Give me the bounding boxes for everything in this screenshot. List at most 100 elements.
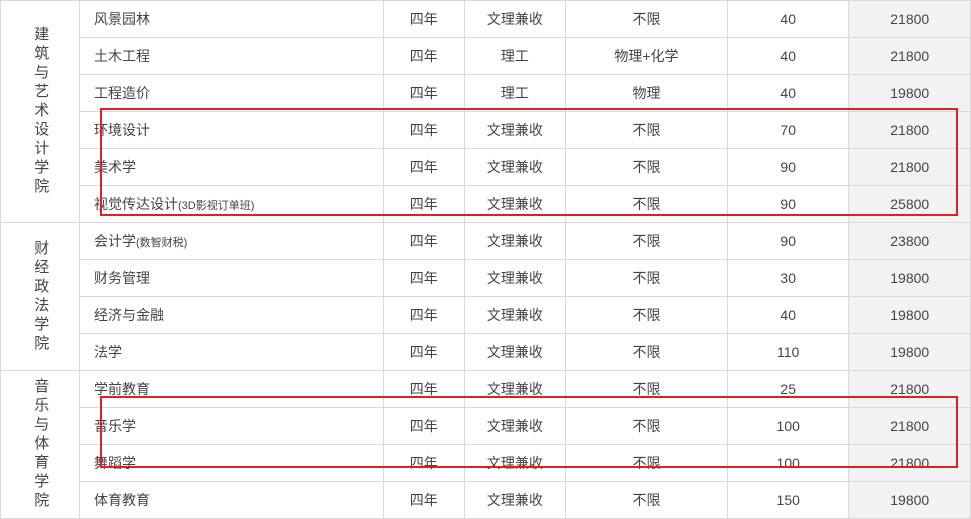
duration-cell: 四年 bbox=[383, 371, 464, 408]
major-cell: 会计学(数智财税) bbox=[79, 223, 383, 260]
major-name: 会计学 bbox=[94, 233, 136, 249]
table-row: 土木工程四年理工物理+化学4021800 bbox=[1, 38, 971, 75]
major-name: 法学 bbox=[94, 344, 122, 360]
category-cell: 文理兼收 bbox=[464, 1, 565, 38]
table-row: 财务管理四年文理兼收不限3019800 bbox=[1, 260, 971, 297]
quota-cell: 25 bbox=[727, 371, 849, 408]
duration-cell: 四年 bbox=[383, 445, 464, 482]
requirement-cell: 不限 bbox=[565, 445, 727, 482]
quota-cell: 100 bbox=[727, 408, 849, 445]
duration-cell: 四年 bbox=[383, 334, 464, 371]
requirement-cell: 不限 bbox=[565, 482, 727, 519]
major-subname: (3D影视订单班) bbox=[178, 200, 254, 212]
category-cell: 文理兼收 bbox=[464, 223, 565, 260]
quota-cell: 100 bbox=[727, 445, 849, 482]
duration-cell: 四年 bbox=[383, 223, 464, 260]
fee-cell: 19800 bbox=[849, 334, 971, 371]
duration-cell: 四年 bbox=[383, 149, 464, 186]
major-cell: 财务管理 bbox=[79, 260, 383, 297]
major-cell: 音乐学 bbox=[79, 408, 383, 445]
major-cell: 视觉传达设计(3D影视订单班) bbox=[79, 186, 383, 223]
quota-cell: 40 bbox=[727, 297, 849, 334]
quota-cell: 90 bbox=[727, 149, 849, 186]
major-cell: 学前教育 bbox=[79, 371, 383, 408]
duration-cell: 四年 bbox=[383, 1, 464, 38]
table-row: 音乐与体育学院学前教育四年文理兼收不限2521800 bbox=[1, 371, 971, 408]
category-cell: 文理兼收 bbox=[464, 408, 565, 445]
fee-cell: 21800 bbox=[849, 112, 971, 149]
requirement-cell: 不限 bbox=[565, 408, 727, 445]
major-name: 风景园林 bbox=[94, 11, 150, 27]
major-name: 舞蹈学 bbox=[94, 455, 136, 471]
major-cell: 风景园林 bbox=[79, 1, 383, 38]
department-cell: 财经政法学院 bbox=[1, 223, 80, 371]
category-cell: 文理兼收 bbox=[464, 334, 565, 371]
table-row: 建筑与艺术设计学院风景园林四年文理兼收不限4021800 bbox=[1, 1, 971, 38]
major-name: 财务管理 bbox=[94, 270, 150, 286]
category-cell: 文理兼收 bbox=[464, 445, 565, 482]
department-name: 音乐与体育学院 bbox=[29, 378, 52, 511]
quota-cell: 90 bbox=[727, 223, 849, 260]
major-cell: 美术学 bbox=[79, 149, 383, 186]
quota-cell: 90 bbox=[727, 186, 849, 223]
fee-cell: 19800 bbox=[849, 260, 971, 297]
category-cell: 文理兼收 bbox=[464, 482, 565, 519]
department-cell: 音乐与体育学院 bbox=[1, 371, 80, 519]
table-row: 舞蹈学四年文理兼收不限10021800 bbox=[1, 445, 971, 482]
fee-cell: 19800 bbox=[849, 75, 971, 112]
category-cell: 文理兼收 bbox=[464, 112, 565, 149]
table-row: 环境设计四年文理兼收不限7021800 bbox=[1, 112, 971, 149]
category-cell: 文理兼收 bbox=[464, 186, 565, 223]
department-name: 财经政法学院 bbox=[29, 240, 52, 354]
quota-cell: 40 bbox=[727, 1, 849, 38]
duration-cell: 四年 bbox=[383, 186, 464, 223]
table-row: 法学四年文理兼收不限11019800 bbox=[1, 334, 971, 371]
fee-cell: 19800 bbox=[849, 482, 971, 519]
duration-cell: 四年 bbox=[383, 112, 464, 149]
quota-cell: 110 bbox=[727, 334, 849, 371]
major-name: 美术学 bbox=[94, 159, 136, 175]
fee-cell: 23800 bbox=[849, 223, 971, 260]
duration-cell: 四年 bbox=[383, 38, 464, 75]
requirement-cell: 不限 bbox=[565, 371, 727, 408]
table-row: 工程造价 四年理工物理4019800 bbox=[1, 75, 971, 112]
requirement-cell: 不限 bbox=[565, 149, 727, 186]
table-row: 美术学四年文理兼收不限9021800 bbox=[1, 149, 971, 186]
major-name: 环境设计 bbox=[94, 122, 150, 138]
major-cell: 经济与金融 bbox=[79, 297, 383, 334]
duration-cell: 四年 bbox=[383, 260, 464, 297]
table-row: 财经政法学院会计学(数智财税)四年文理兼收不限9023800 bbox=[1, 223, 971, 260]
duration-cell: 四年 bbox=[383, 75, 464, 112]
major-cell: 舞蹈学 bbox=[79, 445, 383, 482]
fee-cell: 21800 bbox=[849, 1, 971, 38]
major-name: 视觉传达设计 bbox=[94, 196, 178, 212]
quota-cell: 70 bbox=[727, 112, 849, 149]
fee-cell: 21800 bbox=[849, 38, 971, 75]
major-cell: 土木工程 bbox=[79, 38, 383, 75]
fee-cell: 19800 bbox=[849, 297, 971, 334]
major-subname: (数智财税) bbox=[136, 237, 187, 249]
category-cell: 理工 bbox=[464, 75, 565, 112]
table-row: 经济与金融四年文理兼收不限4019800 bbox=[1, 297, 971, 334]
table-row: 音乐学四年文理兼收不限10021800 bbox=[1, 408, 971, 445]
table-row: 体育教育四年文理兼收不限15019800 bbox=[1, 482, 971, 519]
duration-cell: 四年 bbox=[383, 482, 464, 519]
major-name: 经济与金融 bbox=[94, 307, 164, 323]
duration-cell: 四年 bbox=[383, 408, 464, 445]
fee-cell: 21800 bbox=[849, 371, 971, 408]
major-name: 体育教育 bbox=[94, 492, 150, 508]
quota-cell: 30 bbox=[727, 260, 849, 297]
requirement-cell: 不限 bbox=[565, 297, 727, 334]
requirement-cell: 物理 bbox=[565, 75, 727, 112]
requirement-cell: 不限 bbox=[565, 260, 727, 297]
category-cell: 文理兼收 bbox=[464, 297, 565, 334]
department-name: 建筑与艺术设计学院 bbox=[29, 26, 52, 197]
major-name: 工程造价 bbox=[94, 85, 150, 101]
major-cell: 环境设计 bbox=[79, 112, 383, 149]
quota-cell: 40 bbox=[727, 75, 849, 112]
requirement-cell: 不限 bbox=[565, 223, 727, 260]
major-name: 音乐学 bbox=[94, 418, 136, 434]
department-cell: 建筑与艺术设计学院 bbox=[1, 1, 80, 223]
major-name: 学前教育 bbox=[94, 381, 150, 397]
requirement-cell: 不限 bbox=[565, 186, 727, 223]
